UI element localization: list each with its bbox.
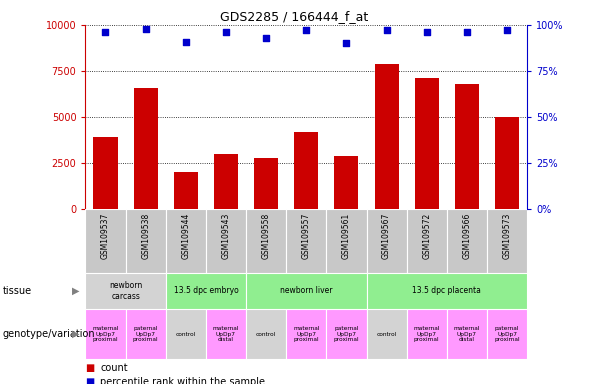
Bar [254,158,278,209]
Bar [85,273,166,309]
Text: GSM109538: GSM109538 [141,212,150,259]
Text: maternal
UpDp7
distal: maternal UpDp7 distal [454,326,480,343]
Bar [286,209,326,273]
Bar [246,209,286,273]
Text: maternal
UpDp7
proximal: maternal UpDp7 proximal [92,326,119,343]
Text: paternal
UpDp7
proximal: paternal UpDp7 proximal [494,326,520,343]
Text: ▶: ▶ [72,286,80,296]
Text: maternal
UpDp7
distal: maternal UpDp7 distal [213,326,239,343]
Text: control: control [176,331,196,337]
Text: GSM109572: GSM109572 [422,212,431,259]
Text: maternal
UpDp7
proximal: maternal UpDp7 proximal [413,326,440,343]
Text: GSM109537: GSM109537 [101,212,110,259]
Point [422,29,432,35]
Bar [326,309,366,359]
Text: 13.5 dpc placenta: 13.5 dpc placenta [412,286,481,295]
Point [462,29,472,35]
Text: newborn
carcass: newborn carcass [109,281,142,301]
Point [382,27,391,33]
Bar [206,209,246,273]
Text: tissue: tissue [3,286,32,296]
Text: GSM109561: GSM109561 [342,212,351,259]
Bar [335,156,359,209]
Bar [487,209,527,273]
Point [141,26,150,32]
Text: GSM109557: GSM109557 [302,212,311,259]
Text: GSM109544: GSM109544 [181,212,190,259]
Bar [447,209,487,273]
Bar [366,309,406,359]
Text: GDS2285 / 166444_f_at: GDS2285 / 166444_f_at [220,10,369,23]
Point [221,29,231,35]
Point [101,29,110,35]
Text: GSM109567: GSM109567 [382,212,391,259]
Text: 13.5 dpc embryo: 13.5 dpc embryo [174,286,239,295]
Bar [415,78,439,209]
Text: paternal
UpDp7
proximal: paternal UpDp7 proximal [333,326,359,343]
Text: genotype/variation: genotype/variation [3,329,95,339]
Bar [495,117,519,209]
Bar [246,309,286,359]
Point [262,35,271,41]
Bar [487,309,527,359]
Bar [166,309,206,359]
Bar [366,273,527,309]
Bar [134,88,158,209]
Bar [174,172,198,209]
Text: maternal
UpDp7
proximal: maternal UpDp7 proximal [293,326,319,343]
Bar [286,309,326,359]
Point [302,27,311,33]
Bar [125,309,166,359]
Text: percentile rank within the sample: percentile rank within the sample [100,377,265,384]
Text: ▶: ▶ [72,329,80,339]
Text: control: control [376,331,397,337]
Text: ■: ■ [85,377,95,384]
Text: GSM109573: GSM109573 [502,212,512,259]
Bar [326,209,366,273]
Bar [85,309,125,359]
Point [342,40,351,46]
Text: GSM109543: GSM109543 [221,212,230,259]
Bar [94,137,118,209]
Point [181,38,190,45]
Bar [406,309,447,359]
Text: control: control [256,331,276,337]
Text: GSM109566: GSM109566 [462,212,471,259]
Bar [166,209,206,273]
Text: count: count [100,363,128,373]
Text: ■: ■ [85,363,95,373]
Bar [125,209,166,273]
Text: GSM109558: GSM109558 [262,212,270,259]
Bar [206,309,246,359]
Bar [85,209,125,273]
Bar [246,273,366,309]
Bar [447,309,487,359]
Point [502,27,512,33]
Bar [406,209,447,273]
Bar [455,84,479,209]
Bar [375,64,399,209]
Bar [294,132,318,209]
Text: paternal
UpDp7
proximal: paternal UpDp7 proximal [133,326,158,343]
Bar [214,154,238,209]
Bar [166,273,246,309]
Bar [366,209,406,273]
Text: newborn liver: newborn liver [280,286,333,295]
